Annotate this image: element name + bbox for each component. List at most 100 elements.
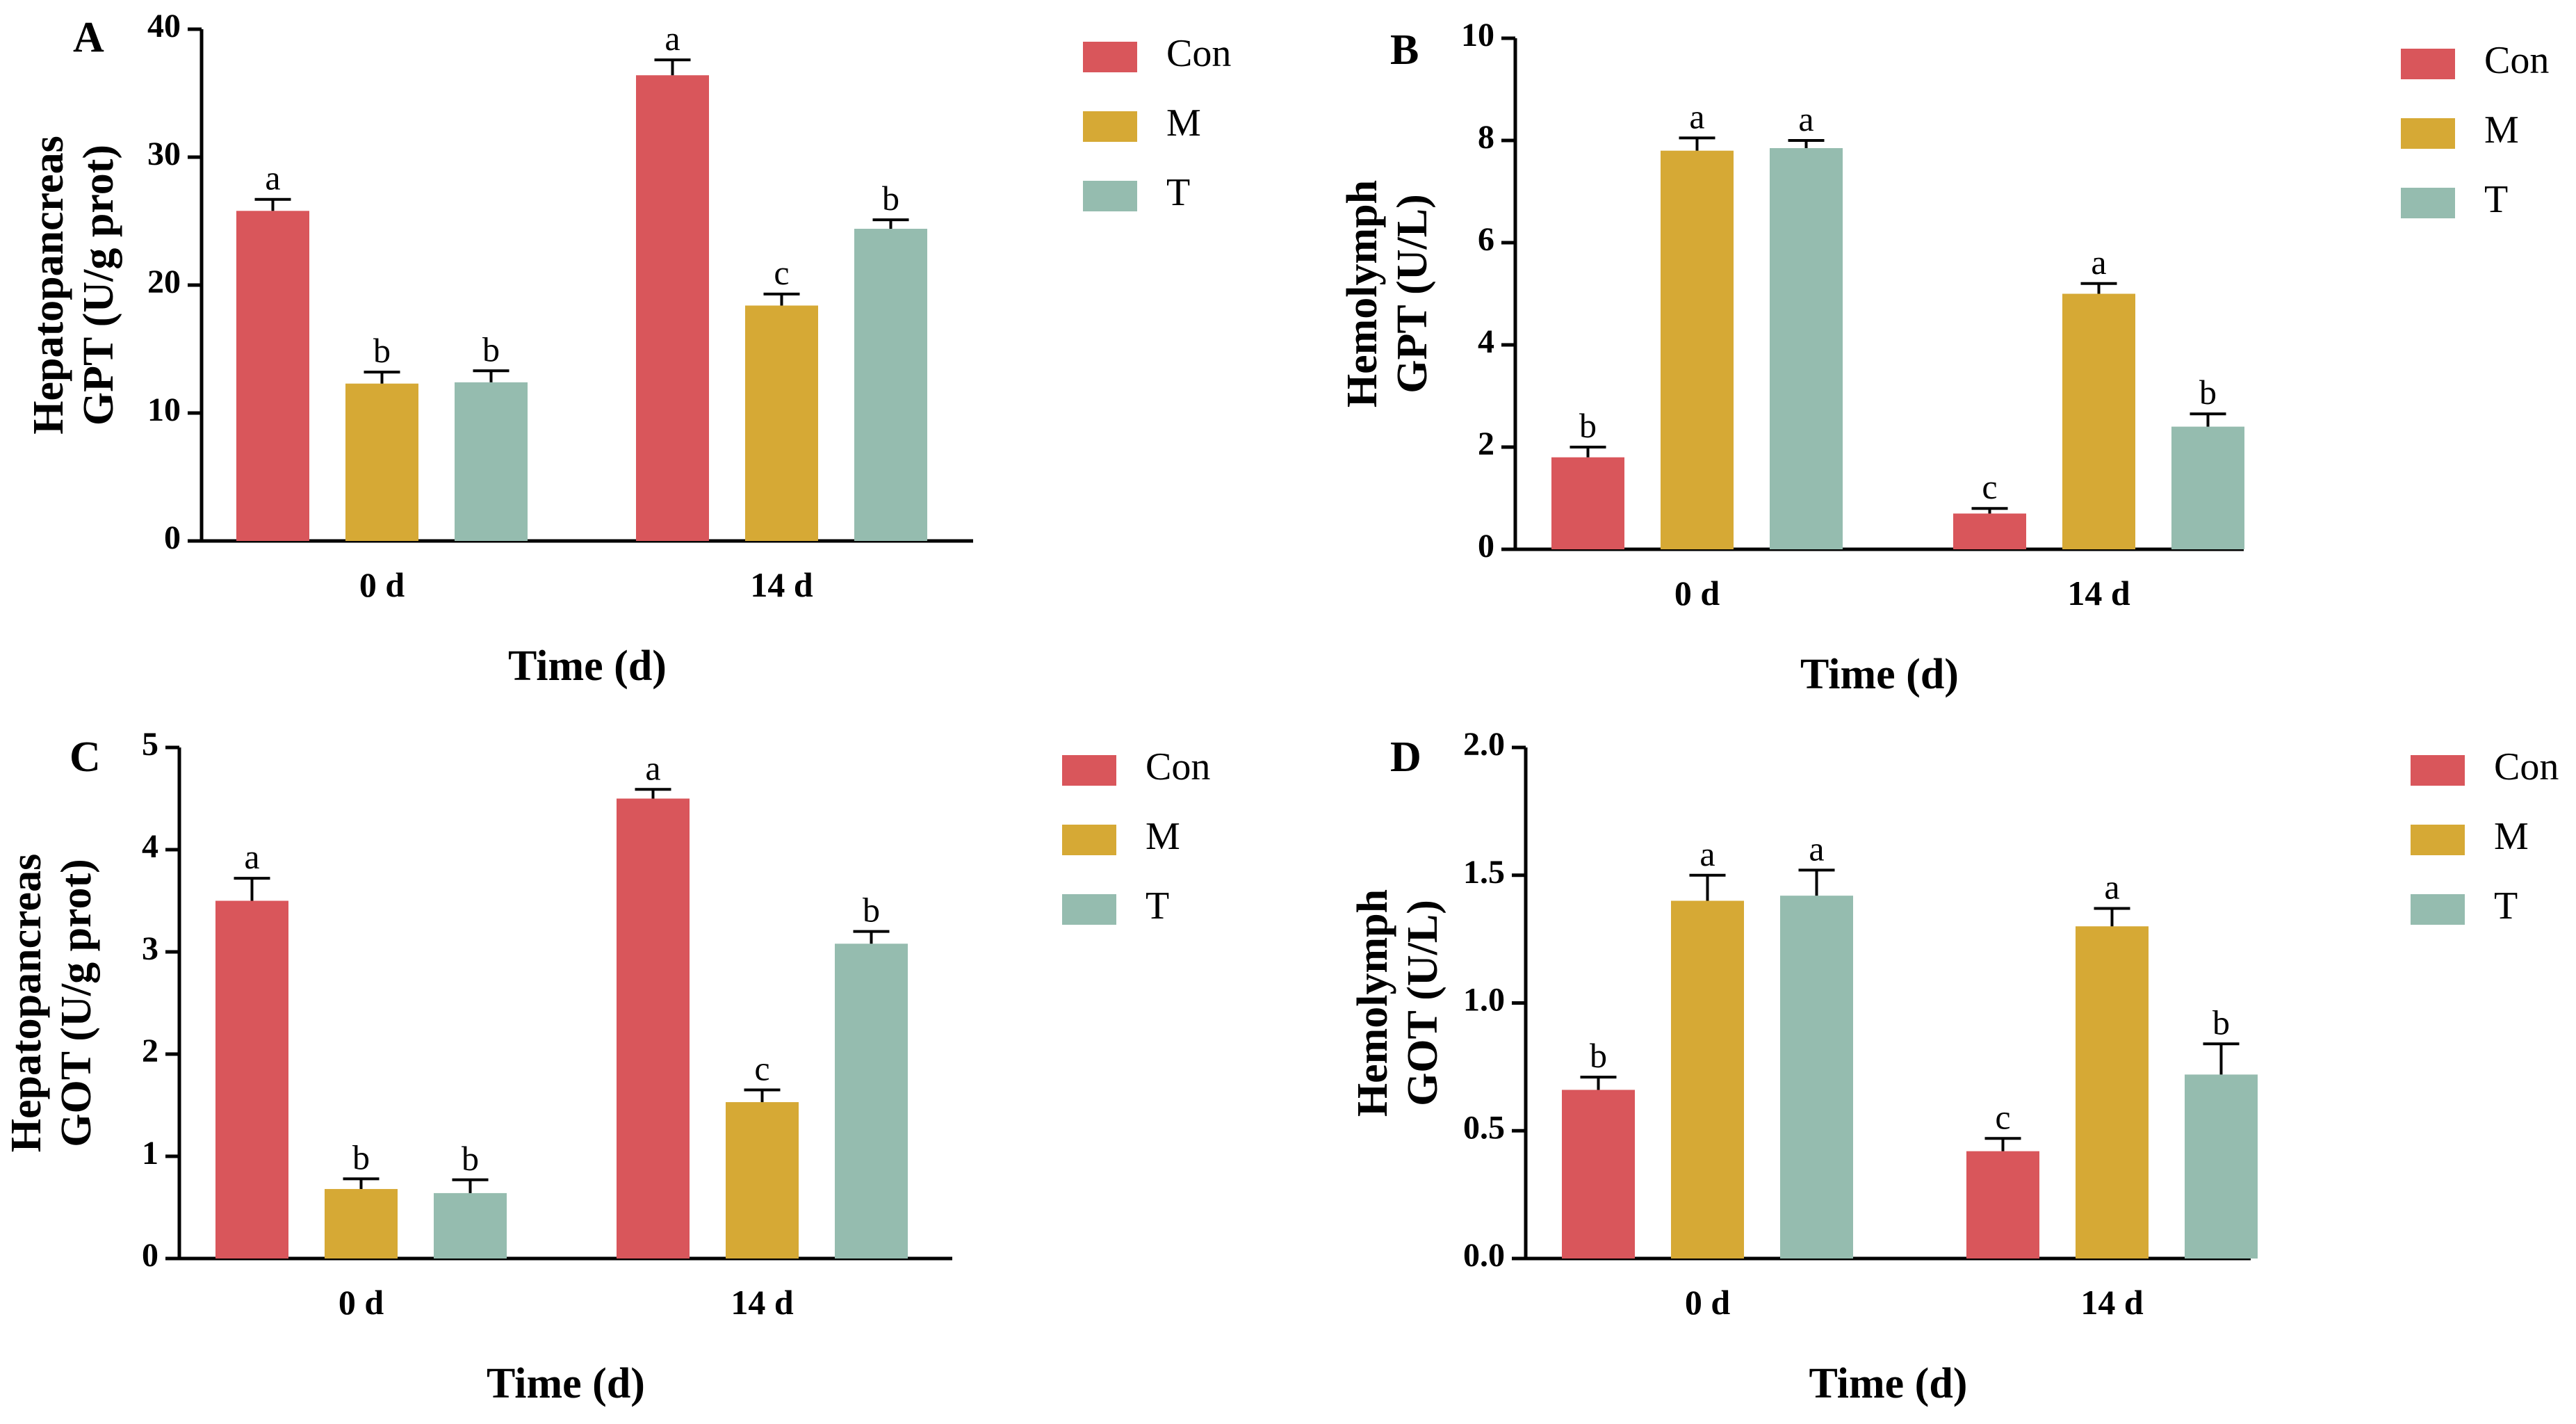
panel-c-category-label: 14 d bbox=[731, 1283, 794, 1322]
panel-c-x-axis-title: Time (d) bbox=[487, 1360, 645, 1407]
panel-c-ytick-label: 0 bbox=[142, 1237, 158, 1274]
panel-a-letter: A bbox=[73, 14, 104, 61]
panel-c: C 0 1 2 3 4 5 a b b 0 d a c b 14 d Time (d) Hepatopancre… bbox=[3, 726, 1210, 1407]
panel-a-bar-t-1 bbox=[854, 229, 927, 541]
panel-c-sig-letter: b bbox=[352, 1138, 370, 1176]
panel-d-sig-letter: a bbox=[2104, 868, 2119, 907]
panel-d-ytick-label: 0.5 bbox=[1463, 1109, 1505, 1146]
panel-d-legend: Con MT bbox=[2411, 745, 2559, 928]
panel-a-legend-label: M bbox=[1166, 102, 1201, 145]
panel-c-legend: Con MT bbox=[1062, 745, 1210, 928]
panel-a-legend-swatch-t bbox=[1083, 181, 1137, 211]
panel-d-y-axis-title-line2: GOT (U/L) bbox=[1399, 900, 1446, 1106]
panel-d-legend-label: M bbox=[2494, 815, 2529, 858]
panel-d-legend-swatch-con bbox=[2411, 755, 2465, 786]
panel-d-legend-swatch-m bbox=[2411, 825, 2465, 855]
panel-b: B 0 2 4 6 8 10 b a a 0 d c a b 14 d Time (d) Hemolymph GP… bbox=[1339, 17, 2549, 698]
panel-b-legend-swatch-con bbox=[2401, 49, 2455, 79]
panel-c-y-axis-title-line1: Hepatopancreas bbox=[3, 854, 50, 1152]
panel-d-sig-letter: a bbox=[1699, 834, 1715, 873]
panel-d-sig-letter: a bbox=[1809, 829, 1824, 868]
panel-b-legend-swatch-t bbox=[2401, 188, 2455, 218]
panel-c-bar-m-1 bbox=[726, 1102, 799, 1259]
panel-b-legend-label: M bbox=[2484, 108, 2519, 152]
panel-b-ytick-label: 0 bbox=[1478, 528, 1494, 565]
panel-c-legend-label: T bbox=[1146, 884, 1169, 928]
panel-d-sig-letter: c bbox=[1995, 1097, 2010, 1136]
panel-c-ytick-label: 4 bbox=[142, 828, 158, 865]
panel-d-bar-t-1 bbox=[2185, 1074, 2258, 1259]
panel-d-ytick-label: 1.0 bbox=[1463, 982, 1505, 1019]
panel-b-ytick-label: 2 bbox=[1478, 426, 1494, 462]
panel-b-x-axis-title: Time (d) bbox=[1800, 651, 1959, 698]
panel-c-ytick-label: 1 bbox=[142, 1135, 158, 1172]
panel-b-sig-letter: b bbox=[2199, 373, 2217, 412]
panel-a-sig-letter: a bbox=[665, 19, 680, 58]
panel-b-legend: Con MT bbox=[2401, 39, 2549, 221]
panel-a-ytick-label: 0 bbox=[164, 519, 181, 556]
panel-c-bar-con-0 bbox=[215, 900, 288, 1259]
panel-a-legend-swatch-m bbox=[1083, 111, 1137, 142]
panel-d-ytick-label: 0.0 bbox=[1463, 1237, 1505, 1274]
panel-b-letter: B bbox=[1390, 26, 1419, 74]
panel-c-ytick-label: 2 bbox=[142, 1033, 158, 1069]
panel-a-sig-letter: b bbox=[882, 179, 899, 218]
panel-c-bar-con-1 bbox=[617, 798, 690, 1259]
panel-b-bar-t-0 bbox=[1770, 148, 1843, 549]
panel-a-category-label: 14 d bbox=[750, 565, 813, 604]
panel-b-sig-letter: c bbox=[1982, 467, 1997, 506]
panel-b-y-axis-title-line2: GPT (U/L) bbox=[1389, 194, 1436, 393]
panel-c-letter: C bbox=[70, 734, 101, 781]
panel-a-legend-label: Con bbox=[1166, 32, 1231, 75]
panel-c-category-label: 0 d bbox=[339, 1283, 384, 1322]
panel-c-legend-swatch-m bbox=[1062, 825, 1116, 855]
panel-b-category-label: 0 d bbox=[1674, 574, 1720, 613]
panel-c-sig-letter: a bbox=[244, 837, 259, 876]
panel-d-category-label: 14 d bbox=[2080, 1283, 2144, 1322]
panel-a-bar-con-1 bbox=[636, 75, 709, 542]
panel-b-bar-m-1 bbox=[2062, 293, 2135, 549]
panel-d-legend-label: T bbox=[2494, 884, 2518, 928]
panel-a-ytick-label: 10 bbox=[147, 391, 181, 428]
panel-b-bar-con-1 bbox=[1953, 513, 2026, 549]
panel-d-sig-letter: b bbox=[2212, 1003, 2230, 1042]
panel-b-sig-letter: b bbox=[1579, 406, 1597, 445]
panel-c-ytick-label: 5 bbox=[142, 726, 158, 763]
panel-c-sig-letter: a bbox=[645, 748, 660, 787]
panel-b-category-label: 14 d bbox=[2067, 574, 2130, 613]
panel-b-ytick-label: 10 bbox=[1461, 17, 1494, 54]
panel-d-bar-m-1 bbox=[2076, 926, 2149, 1259]
panel-a-bar-m-1 bbox=[745, 305, 818, 541]
panel-d-y-axis-title-line1: Hemolymph bbox=[1349, 889, 1396, 1117]
panel-d-x-axis-title: Time (d) bbox=[1809, 1360, 1968, 1407]
panel-d-bar-con-1 bbox=[1966, 1151, 2039, 1259]
panel-d-legend-label: Con bbox=[2494, 745, 2559, 788]
panel-b-ytick-label: 6 bbox=[1478, 221, 1494, 258]
panel-c-legend-label: M bbox=[1146, 815, 1180, 858]
panel-d-bar-m-0 bbox=[1671, 900, 1744, 1259]
panel-b-bar-m-0 bbox=[1661, 150, 1734, 549]
panel-a-y-axis-title-line2: GPT (U/g prot) bbox=[75, 145, 122, 426]
panel-c-bar-m-0 bbox=[325, 1189, 398, 1259]
panel-a-bar-m-0 bbox=[345, 383, 418, 541]
panel-a-sig-letter: b bbox=[373, 331, 391, 370]
panel-d-ytick-label: 2.0 bbox=[1463, 726, 1505, 763]
panel-b-sig-letter: a bbox=[2091, 243, 2106, 282]
panel-d-ytick-label: 1.5 bbox=[1463, 854, 1505, 891]
panel-a-bar-con-0 bbox=[236, 211, 309, 541]
panel-b-sig-letter: a bbox=[1689, 97, 1704, 136]
panel-b-ytick-label: 8 bbox=[1478, 119, 1494, 156]
panel-a-bar-t-0 bbox=[455, 382, 528, 541]
panel-a-legend-label: T bbox=[1166, 171, 1190, 214]
panel-c-sig-letter: b bbox=[462, 1139, 479, 1178]
panel-d-legend-swatch-t bbox=[2411, 894, 2465, 925]
panel-c-legend-label: Con bbox=[1146, 745, 1210, 788]
panel-b-legend-label: T bbox=[2484, 178, 2508, 221]
panel-c-y-axis-title-line2: GOT (U/g prot) bbox=[53, 859, 100, 1147]
panel-a-y-axis-title-line1: Hepatopancreas bbox=[25, 136, 72, 434]
panel-a-ytick-label: 20 bbox=[147, 264, 181, 300]
panel-b-y-axis-title-line1: Hemolymph bbox=[1339, 180, 1386, 407]
panel-a-sig-letter: b bbox=[482, 330, 500, 369]
panel-a-legend: Con MT bbox=[1083, 32, 1231, 214]
